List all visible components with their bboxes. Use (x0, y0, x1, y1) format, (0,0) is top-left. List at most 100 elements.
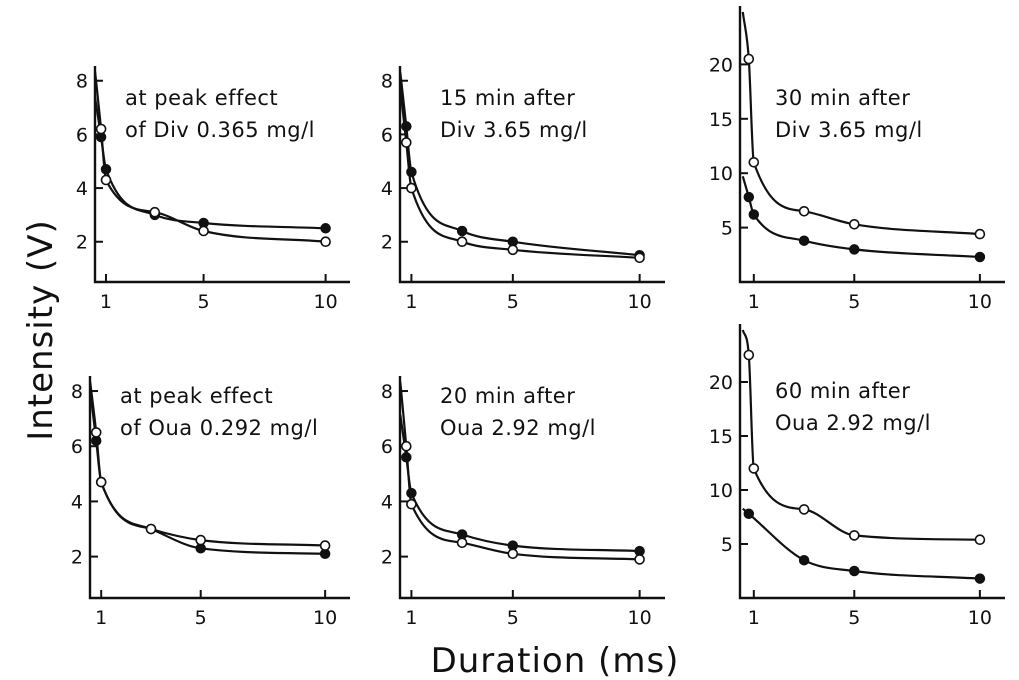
y-tick-label: 2 (381, 547, 393, 569)
data-point-filled (849, 244, 860, 255)
y-tick-label: 10 (709, 163, 733, 185)
data-point-open (149, 206, 161, 218)
data-point-open (406, 182, 417, 194)
y-tick-label: 4 (381, 178, 393, 200)
data-point-open (748, 157, 760, 168)
y-tick-label: 6 (76, 124, 88, 146)
y-tick-label: 2 (76, 232, 88, 254)
data-point-open (320, 236, 331, 247)
y-tick-label: 8 (381, 71, 393, 93)
data-point-filled (798, 235, 810, 246)
panel-top-middle: 2 4 6 8 1 5 10 15 min after Div 3.65 mg/l (381, 66, 665, 313)
y-tick-label: 8 (381, 381, 393, 403)
data-point-filled (320, 223, 331, 234)
x-tick-label: 5 (195, 607, 207, 629)
data-point-open (406, 498, 417, 510)
y-axis-title: Intensity (V) (21, 219, 61, 441)
y-tick-label: 6 (381, 124, 393, 146)
x-tick-label: 5 (198, 291, 210, 313)
x-tick-label: 10 (628, 607, 652, 629)
series-curve-open (399, 381, 640, 561)
data-point-open (100, 174, 112, 186)
panel-annotation-line: Oua 2.92 mg/l (440, 416, 596, 440)
x-tick-label: 5 (507, 607, 519, 629)
panel-annotation-line: of Div 0.365 mg/l (125, 118, 315, 142)
data-point-open (798, 206, 810, 217)
data-point-filled (974, 251, 986, 263)
y-tick-label: 4 (71, 491, 83, 513)
y-tick-label: 8 (76, 71, 88, 93)
y-tick-label: 2 (381, 232, 393, 254)
data-point-open (507, 244, 519, 256)
data-point-open (974, 534, 986, 546)
y-tick-label: 8 (71, 381, 83, 403)
axis-frame (88, 376, 350, 600)
data-point-filled (100, 164, 112, 175)
panel-annotation-line: Oua 2.92 mg/l (775, 411, 931, 435)
panel-annotation-line: 15 min after (440, 86, 575, 110)
panel-annotation-line: of Oua 0.292 mg/l (120, 416, 318, 440)
y-tick-label: 5 (721, 218, 733, 240)
data-point-open (743, 349, 755, 361)
x-tick-label: 10 (628, 291, 652, 313)
data-point-filled (798, 554, 810, 566)
y-tick-label: 4 (76, 178, 88, 200)
data-point-filled (743, 508, 755, 520)
x-tick-label: 5 (848, 291, 860, 313)
data-point-open (400, 137, 412, 148)
data-point-filled (849, 565, 860, 577)
x-tick-label: 10 (968, 607, 992, 629)
data-point-open (145, 523, 157, 535)
y-tick-label: 15 (709, 426, 733, 448)
axis-frame (398, 376, 665, 600)
y-tick-label: 20 (709, 54, 733, 76)
x-tick-label: 5 (848, 607, 860, 629)
y-tick-label: 6 (71, 436, 83, 458)
panel-annotation-line: 30 min after (775, 86, 910, 110)
y-tick-label: 4 (381, 491, 393, 513)
data-point-open (743, 53, 755, 65)
axis-frame (398, 66, 665, 284)
x-tick-label: 1 (748, 607, 760, 629)
x-tick-label: 10 (313, 607, 337, 629)
data-point-filled (748, 209, 760, 220)
y-tick-label: 5 (721, 534, 733, 556)
x-tick-label: 1 (405, 291, 417, 313)
x-tick-label: 1 (748, 291, 760, 313)
data-point-open (634, 554, 645, 565)
data-point-open (974, 228, 986, 240)
x-tick-label: 5 (507, 291, 519, 313)
data-point-open (507, 548, 519, 560)
data-point-filled (406, 487, 417, 499)
x-tick-label: 1 (405, 607, 417, 629)
y-tick-label: 15 (709, 109, 733, 131)
y-tick-label: 6 (381, 436, 393, 458)
series-curve-open (399, 88, 640, 259)
data-point-open (456, 236, 468, 247)
panel-bottom-middle: 2 4 6 8 1 5 10 20 min after Oua 2.92 mg/l (381, 376, 665, 629)
data-point-open (748, 463, 760, 474)
axis-frame (738, 6, 1005, 284)
panel-annotation-line: at peak effect (125, 86, 278, 110)
axis-frame (93, 66, 350, 284)
panel-bottom-left: 2 4 6 8 1 5 10 at peak effect of Oua 0.292 mg/l (71, 376, 350, 629)
data-point-open (95, 476, 107, 488)
x-tick-label: 1 (100, 291, 112, 313)
series-curve-filled (741, 175, 980, 259)
panel-annotation-line: Div 3.65 mg/l (440, 118, 588, 142)
data-point-open (95, 123, 107, 135)
data-point-open (198, 225, 209, 237)
data-point-open (195, 534, 206, 546)
data-point-open (90, 427, 102, 438)
panel-annotation-line: 60 min after (775, 379, 910, 403)
data-point-open (319, 540, 331, 551)
data-point-filled (974, 573, 986, 584)
x-tick-label: 10 (314, 291, 338, 313)
x-tick-label: 10 (968, 291, 992, 313)
data-point-open (634, 252, 645, 264)
panel-annotation-line: 20 min after (440, 384, 575, 408)
data-point-filled (743, 191, 755, 203)
